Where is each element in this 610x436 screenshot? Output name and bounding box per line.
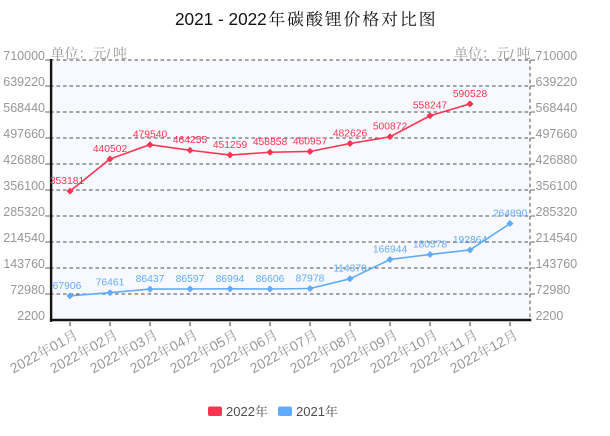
svg-text:08: 08 bbox=[327, 333, 349, 355]
svg-text:2200: 2200 bbox=[17, 309, 45, 323]
svg-text:590528: 590528 bbox=[453, 89, 488, 100]
svg-text:426880: 426880 bbox=[3, 153, 45, 167]
svg-text:86606: 86606 bbox=[256, 274, 285, 285]
svg-text:76461: 76461 bbox=[96, 278, 125, 289]
svg-text:568440: 568440 bbox=[3, 101, 45, 115]
svg-text:07: 07 bbox=[287, 333, 309, 355]
svg-text:460957: 460957 bbox=[293, 136, 328, 147]
svg-text:86437: 86437 bbox=[136, 274, 165, 285]
svg-text:353181: 353181 bbox=[50, 176, 85, 187]
svg-text:/: / bbox=[107, 46, 111, 61]
svg-text:143760: 143760 bbox=[3, 257, 45, 271]
svg-text:356100: 356100 bbox=[536, 179, 578, 193]
svg-text:87978: 87978 bbox=[296, 273, 325, 284]
svg-text:214540: 214540 bbox=[3, 231, 45, 245]
svg-text:639220: 639220 bbox=[536, 75, 578, 89]
svg-text:2022: 2022 bbox=[226, 404, 255, 419]
svg-text:06: 06 bbox=[247, 333, 269, 355]
svg-text:2022: 2022 bbox=[7, 347, 42, 376]
svg-text:10: 10 bbox=[407, 333, 429, 355]
svg-text:01: 01 bbox=[47, 333, 69, 355]
svg-text:264890: 264890 bbox=[493, 208, 528, 219]
svg-text:500872: 500872 bbox=[373, 122, 408, 133]
svg-text:11: 11 bbox=[447, 333, 468, 354]
svg-text:67906: 67906 bbox=[53, 281, 82, 292]
svg-text:458858: 458858 bbox=[253, 137, 288, 148]
svg-text:497660: 497660 bbox=[3, 127, 45, 141]
svg-text:72980: 72980 bbox=[536, 283, 571, 297]
svg-text:02: 02 bbox=[87, 333, 109, 355]
svg-text:04: 04 bbox=[167, 333, 189, 355]
svg-text:2200: 2200 bbox=[536, 309, 564, 323]
svg-text:440502: 440502 bbox=[93, 144, 128, 155]
svg-text:558247: 558247 bbox=[413, 101, 448, 112]
svg-text:05: 05 bbox=[207, 333, 229, 355]
svg-text:464255: 464255 bbox=[173, 135, 208, 146]
svg-text:114370: 114370 bbox=[333, 264, 367, 275]
svg-text:639220: 639220 bbox=[3, 75, 45, 89]
svg-text:86994: 86994 bbox=[216, 274, 245, 285]
svg-text:72980: 72980 bbox=[10, 283, 45, 297]
svg-text:/: / bbox=[510, 46, 514, 61]
svg-text:192864: 192864 bbox=[453, 235, 488, 246]
svg-text:166944: 166944 bbox=[373, 244, 408, 255]
svg-text:710000: 710000 bbox=[3, 49, 45, 63]
svg-text:568440: 568440 bbox=[536, 101, 578, 115]
svg-text:86597: 86597 bbox=[176, 274, 205, 285]
svg-text:180578: 180578 bbox=[413, 239, 448, 250]
svg-text:2021 - 2022: 2021 - 2022 bbox=[175, 9, 267, 29]
svg-text:451259: 451259 bbox=[213, 140, 248, 151]
svg-text:285320: 285320 bbox=[3, 205, 45, 219]
svg-text:482626: 482626 bbox=[333, 128, 368, 139]
svg-text:143760: 143760 bbox=[536, 257, 578, 271]
svg-text:356100: 356100 bbox=[3, 179, 45, 193]
svg-text:2021: 2021 bbox=[296, 404, 325, 419]
svg-text:09: 09 bbox=[367, 333, 389, 355]
svg-text:497660: 497660 bbox=[536, 127, 578, 141]
svg-text:710000: 710000 bbox=[536, 49, 578, 63]
svg-text:479540: 479540 bbox=[133, 130, 168, 141]
svg-text:03: 03 bbox=[127, 333, 149, 355]
svg-text:12: 12 bbox=[487, 333, 509, 355]
svg-text:214540: 214540 bbox=[536, 231, 578, 245]
svg-text:285320: 285320 bbox=[536, 205, 578, 219]
svg-text:426880: 426880 bbox=[536, 153, 578, 167]
